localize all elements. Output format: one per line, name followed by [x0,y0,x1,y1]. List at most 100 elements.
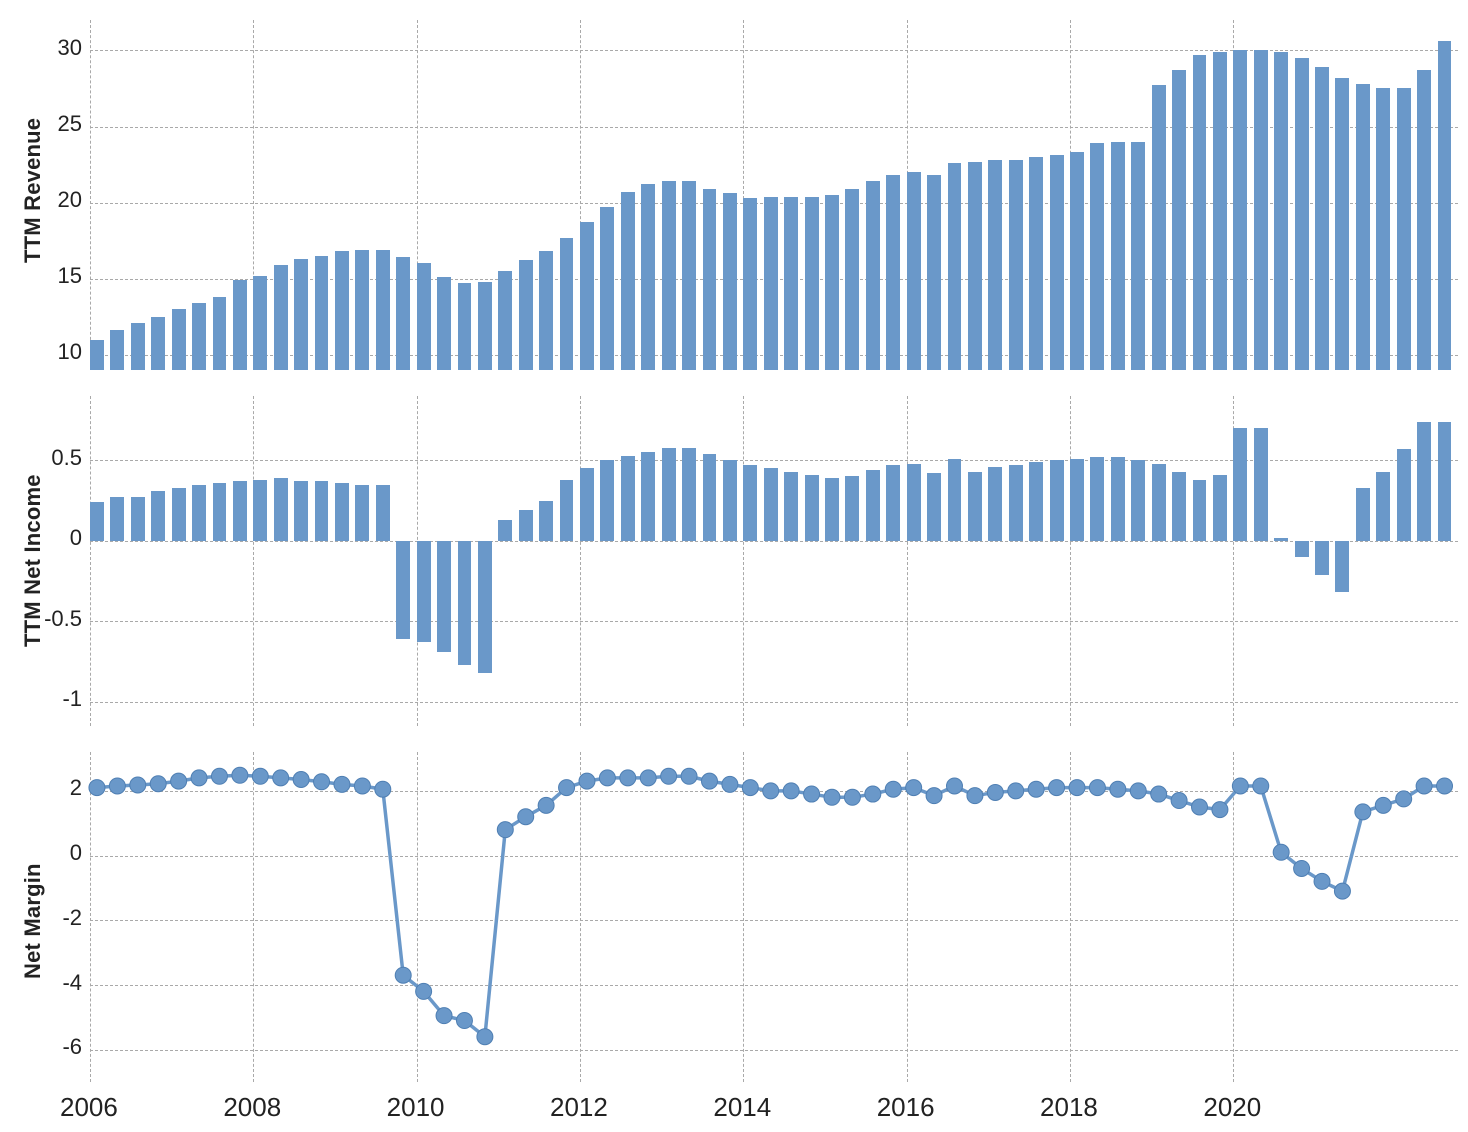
bar [315,481,329,541]
bar [1131,460,1145,540]
y-gridline [90,920,1458,921]
y-gridline [90,702,1458,703]
y-gridline [90,127,1458,128]
x-gridline [90,20,91,370]
bar [192,485,206,541]
bar [233,280,247,370]
y-gridline [90,50,1458,51]
bar [1356,84,1370,370]
y-tick-label: 2 [70,775,82,801]
bar [131,497,145,540]
bar [1090,143,1104,370]
x-tick-label: 2016 [877,1092,935,1123]
bar [355,485,369,541]
bar [437,277,451,370]
bar [743,198,757,370]
bar [1274,538,1288,541]
bar [886,465,900,541]
x-gridline [907,396,908,726]
bar [539,251,553,370]
bar [1335,541,1349,593]
bar [458,541,472,665]
bar [192,303,206,370]
bar [703,454,717,541]
bar [213,297,227,370]
bar [1050,155,1064,370]
bar [1274,52,1288,370]
bar [1111,142,1125,370]
bar [1315,67,1329,370]
bar [662,181,676,370]
bar [988,160,1002,370]
bar [335,251,349,370]
bar [274,478,288,541]
bar [1295,541,1309,557]
bar [131,323,145,370]
y-gridline [90,621,1458,622]
bar [478,282,492,370]
bar [1397,88,1411,370]
bar [1417,70,1431,370]
y-gridline [90,985,1458,986]
x-tick-label: 2010 [387,1092,445,1123]
bar [539,501,553,541]
bar [845,189,859,370]
x-gridline [417,752,418,1082]
bar [335,483,349,541]
bar [1335,78,1349,370]
bar [274,265,288,370]
bar [600,207,614,370]
bar [1029,157,1043,370]
y-axis-label: Net Margin [20,863,46,979]
bar [90,340,104,370]
bar [907,172,921,370]
bar [1070,152,1084,370]
y-gridline [90,791,1458,792]
bar [213,483,227,541]
bar [519,260,533,370]
bar [172,309,186,370]
bar [110,497,124,540]
bar [1397,449,1411,541]
bar [866,181,880,370]
bar [988,467,1002,541]
bar [784,197,798,370]
x-gridline [743,752,744,1082]
y-tick-label: 20 [58,187,82,213]
bar [723,193,737,370]
y-axis-label: TTM Revenue [20,118,46,263]
y-tick-label: -0.5 [44,606,82,632]
bar [110,330,124,370]
bar [1254,50,1268,370]
bar [1295,58,1309,370]
y-gridline [90,1050,1458,1051]
bar [1356,488,1370,541]
y-tick-label: -2 [62,905,82,931]
x-tick-label: 2014 [713,1092,771,1123]
bar [253,276,267,370]
y-gridline [90,541,1458,542]
bar [560,480,574,541]
bar [478,541,492,673]
bar [151,317,165,370]
bar [498,271,512,370]
bar [458,283,472,370]
bar [1070,459,1084,541]
bar [580,222,594,370]
bar [703,189,717,370]
bar [151,491,165,541]
bar [641,452,655,541]
bar [1172,472,1186,541]
bar [1009,160,1023,370]
bar [968,162,982,370]
y-gridline [90,460,1458,461]
y-tick-label: 0 [70,525,82,551]
bar [315,256,329,370]
financial-three-panel-chart: 1015202530TTM Revenue-1-0.500.5TTM Net I… [0,0,1468,1132]
bar [1193,480,1207,541]
x-gridline [90,752,91,1082]
bar [825,195,839,370]
bar [682,181,696,370]
bar [355,250,369,370]
bar [948,459,962,541]
